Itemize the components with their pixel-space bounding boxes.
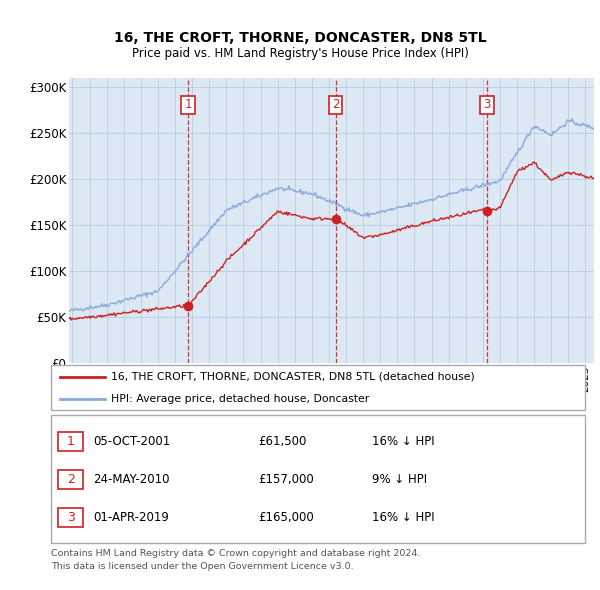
Text: 1: 1	[67, 435, 75, 448]
Text: 9% ↓ HPI: 9% ↓ HPI	[372, 473, 427, 486]
Text: 3: 3	[67, 511, 75, 524]
Text: 1: 1	[184, 99, 192, 112]
Text: £165,000: £165,000	[258, 511, 314, 524]
Text: Contains HM Land Registry data © Crown copyright and database right 2024.: Contains HM Land Registry data © Crown c…	[51, 549, 421, 558]
Text: 16, THE CROFT, THORNE, DONCASTER, DN8 5TL: 16, THE CROFT, THORNE, DONCASTER, DN8 5T…	[113, 31, 487, 45]
Text: 16, THE CROFT, THORNE, DONCASTER, DN8 5TL (detached house): 16, THE CROFT, THORNE, DONCASTER, DN8 5T…	[111, 372, 475, 382]
Text: 05-OCT-2001: 05-OCT-2001	[93, 435, 170, 448]
Text: 16% ↓ HPI: 16% ↓ HPI	[372, 435, 434, 448]
Text: 2: 2	[332, 99, 340, 112]
Text: Price paid vs. HM Land Registry's House Price Index (HPI): Price paid vs. HM Land Registry's House …	[131, 47, 469, 60]
Text: £157,000: £157,000	[258, 473, 314, 486]
Text: 3: 3	[484, 99, 491, 112]
Text: £61,500: £61,500	[258, 435, 307, 448]
Text: This data is licensed under the Open Government Licence v3.0.: This data is licensed under the Open Gov…	[51, 562, 353, 571]
Text: 2: 2	[67, 473, 75, 486]
Text: 01-APR-2019: 01-APR-2019	[93, 511, 169, 524]
Text: 24-MAY-2010: 24-MAY-2010	[93, 473, 170, 486]
Text: HPI: Average price, detached house, Doncaster: HPI: Average price, detached house, Donc…	[111, 394, 369, 404]
Text: 16% ↓ HPI: 16% ↓ HPI	[372, 511, 434, 524]
